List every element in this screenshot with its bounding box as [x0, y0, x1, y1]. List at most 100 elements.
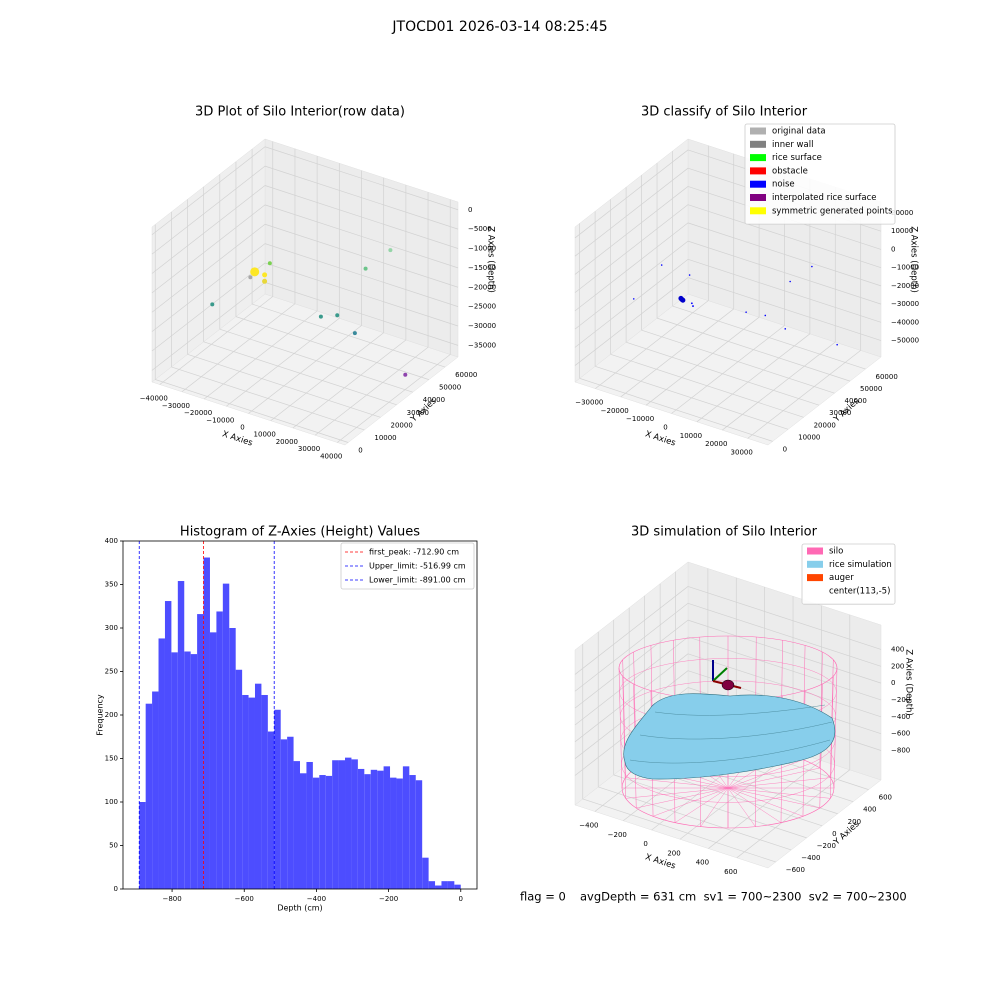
- bar: [203, 557, 210, 889]
- z-tick-label: −40000: [891, 318, 919, 326]
- x-tick-label: 40000: [320, 452, 342, 460]
- grid-line: [687, 619, 882, 684]
- bar: [287, 736, 294, 889]
- grid-line: [574, 619, 689, 709]
- point: [250, 267, 260, 277]
- bar: [171, 652, 178, 889]
- bar: [190, 654, 198, 889]
- grid-line: [574, 167, 689, 257]
- x-tick-label: −400: [579, 821, 598, 829]
- x-tick-label: 0: [663, 424, 667, 432]
- bar: [428, 881, 436, 889]
- z-tick-label: −10000: [891, 264, 919, 272]
- grid-line: [251, 303, 446, 368]
- legend-label: original data: [772, 127, 826, 137]
- y-tick-label: 0: [114, 885, 118, 893]
- bar: [390, 777, 397, 889]
- chart-title: 3D simulation of Silo Interior: [631, 525, 818, 540]
- point: [680, 297, 686, 303]
- grid-line: [151, 146, 266, 236]
- bar: [332, 760, 339, 889]
- x-tick-label: 400: [696, 859, 709, 867]
- y-tick-label: −200: [817, 842, 836, 850]
- silo-strut: [674, 787, 729, 823]
- legend-label: rice simulation: [829, 560, 892, 570]
- y-tick-label: 0: [358, 446, 362, 454]
- x-tick-label: 10000: [680, 432, 702, 440]
- legend-patch: [807, 587, 823, 595]
- point: [262, 278, 268, 284]
- silo-strut: [727, 787, 756, 827]
- bar: [415, 780, 423, 889]
- grid-line: [613, 774, 807, 839]
- bar: [300, 773, 307, 889]
- silo-strut: [727, 767, 820, 789]
- x-tick-label: 200: [667, 849, 680, 857]
- y-tick-label: 10000: [798, 433, 820, 441]
- grid-line: [620, 308, 734, 398]
- bar: [377, 770, 384, 889]
- x-tick-label: −20000: [601, 407, 629, 415]
- legend-label: Lower_limit: -891.00 cm: [369, 576, 466, 585]
- rice-mesh: [629, 704, 833, 764]
- bar: [435, 885, 442, 889]
- legend-label: auger: [829, 573, 854, 583]
- bar: [325, 775, 333, 889]
- grid-line: [270, 332, 384, 422]
- x-tick-label: −400: [307, 895, 326, 903]
- y-axis-label: Frequency: [96, 694, 105, 736]
- point: [632, 298, 635, 300]
- grid-line: [264, 185, 459, 249]
- legend-patch: [750, 180, 766, 188]
- silo-strut: [618, 667, 623, 789]
- silo-strut: [833, 667, 838, 789]
- legend-patch: [750, 207, 766, 215]
- legend-label: first_peak: -712.90 cm: [369, 548, 459, 557]
- grid-line: [219, 328, 413, 393]
- grid-line: [574, 670, 689, 759]
- bar: [402, 766, 410, 889]
- bar: [345, 757, 352, 889]
- grid-line: [264, 204, 459, 269]
- legend-label: rice surface: [772, 153, 822, 163]
- grid-line: [151, 204, 266, 294]
- x-tick-label: 0: [459, 895, 463, 903]
- grid-line: [687, 653, 882, 718]
- chart-title: Histogram of Z-Axies (Height) Values: [180, 525, 420, 540]
- pane-side: [151, 138, 266, 383]
- y-tick-label: 20000: [814, 421, 836, 429]
- silo-strut: [727, 787, 782, 823]
- x-tick-label: 0: [643, 840, 647, 848]
- grid-line: [687, 586, 882, 650]
- y-tick-label: 250: [105, 668, 118, 676]
- x-tick-label: −40000: [140, 395, 168, 403]
- grid-line: [203, 341, 397, 406]
- x-tick-label: 30000: [731, 448, 753, 456]
- grid-line: [645, 316, 760, 406]
- point: [388, 248, 393, 253]
- z-tick-label: −25000: [468, 303, 496, 311]
- y-tick-label: 30000: [407, 409, 429, 417]
- bar: [306, 761, 313, 889]
- grid-line: [264, 165, 459, 230]
- x-tick-label: 20000: [705, 440, 727, 448]
- point: [210, 302, 215, 307]
- grid-line: [226, 317, 340, 407]
- bar: [152, 691, 159, 889]
- x-tick-label: 600: [724, 868, 737, 876]
- bar: [454, 884, 461, 889]
- footer-stats: avgDepth = 631 cm sv1 = 700~2300 sv2 = 7…: [580, 890, 907, 904]
- silo-strut: [636, 787, 729, 809]
- grid-line: [264, 146, 459, 211]
- grid-line: [708, 760, 822, 849]
- x-tick-label: −200: [379, 895, 398, 903]
- silo-simulation: [618, 635, 838, 829]
- silo-strut: [727, 787, 804, 817]
- grid-line: [574, 653, 689, 743]
- y-tick-label: 300: [105, 624, 118, 632]
- bar: [158, 638, 165, 889]
- grid-line: [203, 310, 318, 400]
- y-tick-label: 20000: [391, 421, 413, 429]
- bar: [370, 769, 378, 889]
- silo-strut: [700, 787, 729, 827]
